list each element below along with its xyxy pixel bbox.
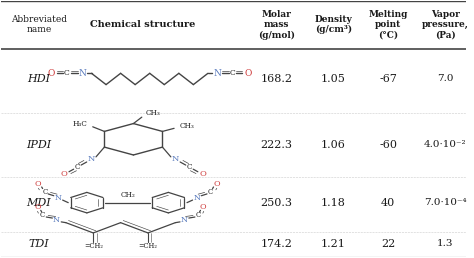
Text: C: C — [40, 211, 45, 219]
Text: N: N — [181, 216, 188, 224]
Text: =CH₂: =CH₂ — [84, 242, 103, 250]
Text: Melting
point
(°C): Melting point (°C) — [368, 10, 408, 39]
Text: 4.0·10⁻²: 4.0·10⁻² — [424, 140, 467, 149]
Text: 1.21: 1.21 — [321, 239, 346, 249]
Text: 7.0: 7.0 — [437, 75, 454, 83]
Text: N: N — [172, 155, 179, 163]
Text: 174.2: 174.2 — [260, 239, 292, 249]
Text: 1.06: 1.06 — [321, 140, 346, 150]
Text: N: N — [55, 194, 62, 202]
Text: 168.2: 168.2 — [260, 74, 292, 84]
Text: C: C — [230, 69, 236, 77]
Text: CH₂: CH₂ — [120, 191, 135, 199]
Text: 7.0·10⁻⁴: 7.0·10⁻⁴ — [424, 198, 467, 207]
Text: =CH₂: =CH₂ — [138, 242, 157, 250]
Text: C: C — [74, 163, 80, 171]
Text: O: O — [35, 203, 41, 211]
Text: 1.18: 1.18 — [321, 198, 346, 208]
Text: HDI: HDI — [27, 74, 50, 84]
Text: O: O — [48, 69, 55, 78]
Text: O: O — [35, 180, 41, 188]
Text: H₃C: H₃C — [73, 120, 88, 128]
Text: CH₃: CH₃ — [179, 122, 194, 130]
Text: CH₃: CH₃ — [146, 109, 160, 117]
Text: 1.05: 1.05 — [321, 74, 346, 84]
Text: C: C — [64, 69, 70, 77]
Text: IPDI: IPDI — [27, 140, 52, 150]
Text: O: O — [199, 170, 206, 178]
Text: Molar
mass
(g/mol): Molar mass (g/mol) — [258, 10, 295, 40]
Text: O: O — [61, 170, 68, 178]
Text: 222.3: 222.3 — [260, 140, 292, 150]
Text: N: N — [88, 155, 95, 163]
Text: 22: 22 — [381, 239, 395, 249]
Text: O: O — [214, 180, 220, 188]
Text: 1.3: 1.3 — [437, 239, 454, 248]
Text: Chemical structure: Chemical structure — [90, 20, 195, 29]
Text: O: O — [200, 203, 207, 211]
Text: MDI: MDI — [27, 198, 51, 208]
Text: C: C — [196, 211, 201, 219]
Text: N: N — [194, 194, 201, 202]
Text: C: C — [208, 188, 213, 196]
Text: N: N — [78, 69, 86, 78]
Text: C: C — [187, 163, 192, 171]
Text: Vapor
pressure,
(Pa): Vapor pressure, (Pa) — [422, 10, 469, 39]
Text: Abbreviated
name: Abbreviated name — [11, 15, 67, 34]
Text: Density
(g/cm³): Density (g/cm³) — [314, 15, 352, 35]
Text: TDI: TDI — [28, 239, 49, 249]
Text: 250.3: 250.3 — [260, 198, 292, 208]
Text: -67: -67 — [379, 74, 397, 84]
Text: C: C — [42, 188, 47, 196]
Text: N: N — [53, 216, 60, 224]
Text: N: N — [213, 69, 221, 78]
Text: -60: -60 — [379, 140, 397, 150]
Text: 40: 40 — [381, 198, 395, 208]
Text: O: O — [244, 69, 252, 78]
